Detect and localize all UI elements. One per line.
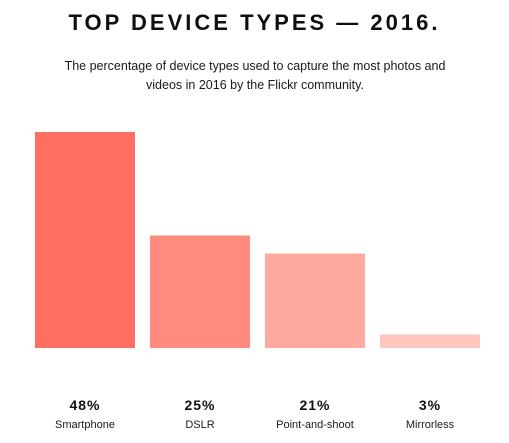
category-label: Smartphone: [55, 419, 115, 431]
value-label: 3%: [419, 397, 441, 413]
category-label: Mirrorless: [406, 419, 455, 431]
bar-smartphone: [35, 132, 135, 348]
category-label: Point-and-shoot: [276, 419, 354, 431]
chart-title: TOP DEVICE TYPES — 2016.: [68, 10, 441, 35]
value-label: 48%: [69, 397, 100, 413]
bar-point-and-shoot: [265, 253, 365, 348]
category-label: DSLR: [185, 419, 214, 431]
chart-subtitle: The percentage of device types used to c…: [64, 59, 446, 92]
bar-dslr: [150, 235, 250, 348]
value-label: 25%: [184, 397, 215, 413]
bar-mirrorless: [380, 334, 480, 348]
value-label: 21%: [299, 397, 330, 413]
